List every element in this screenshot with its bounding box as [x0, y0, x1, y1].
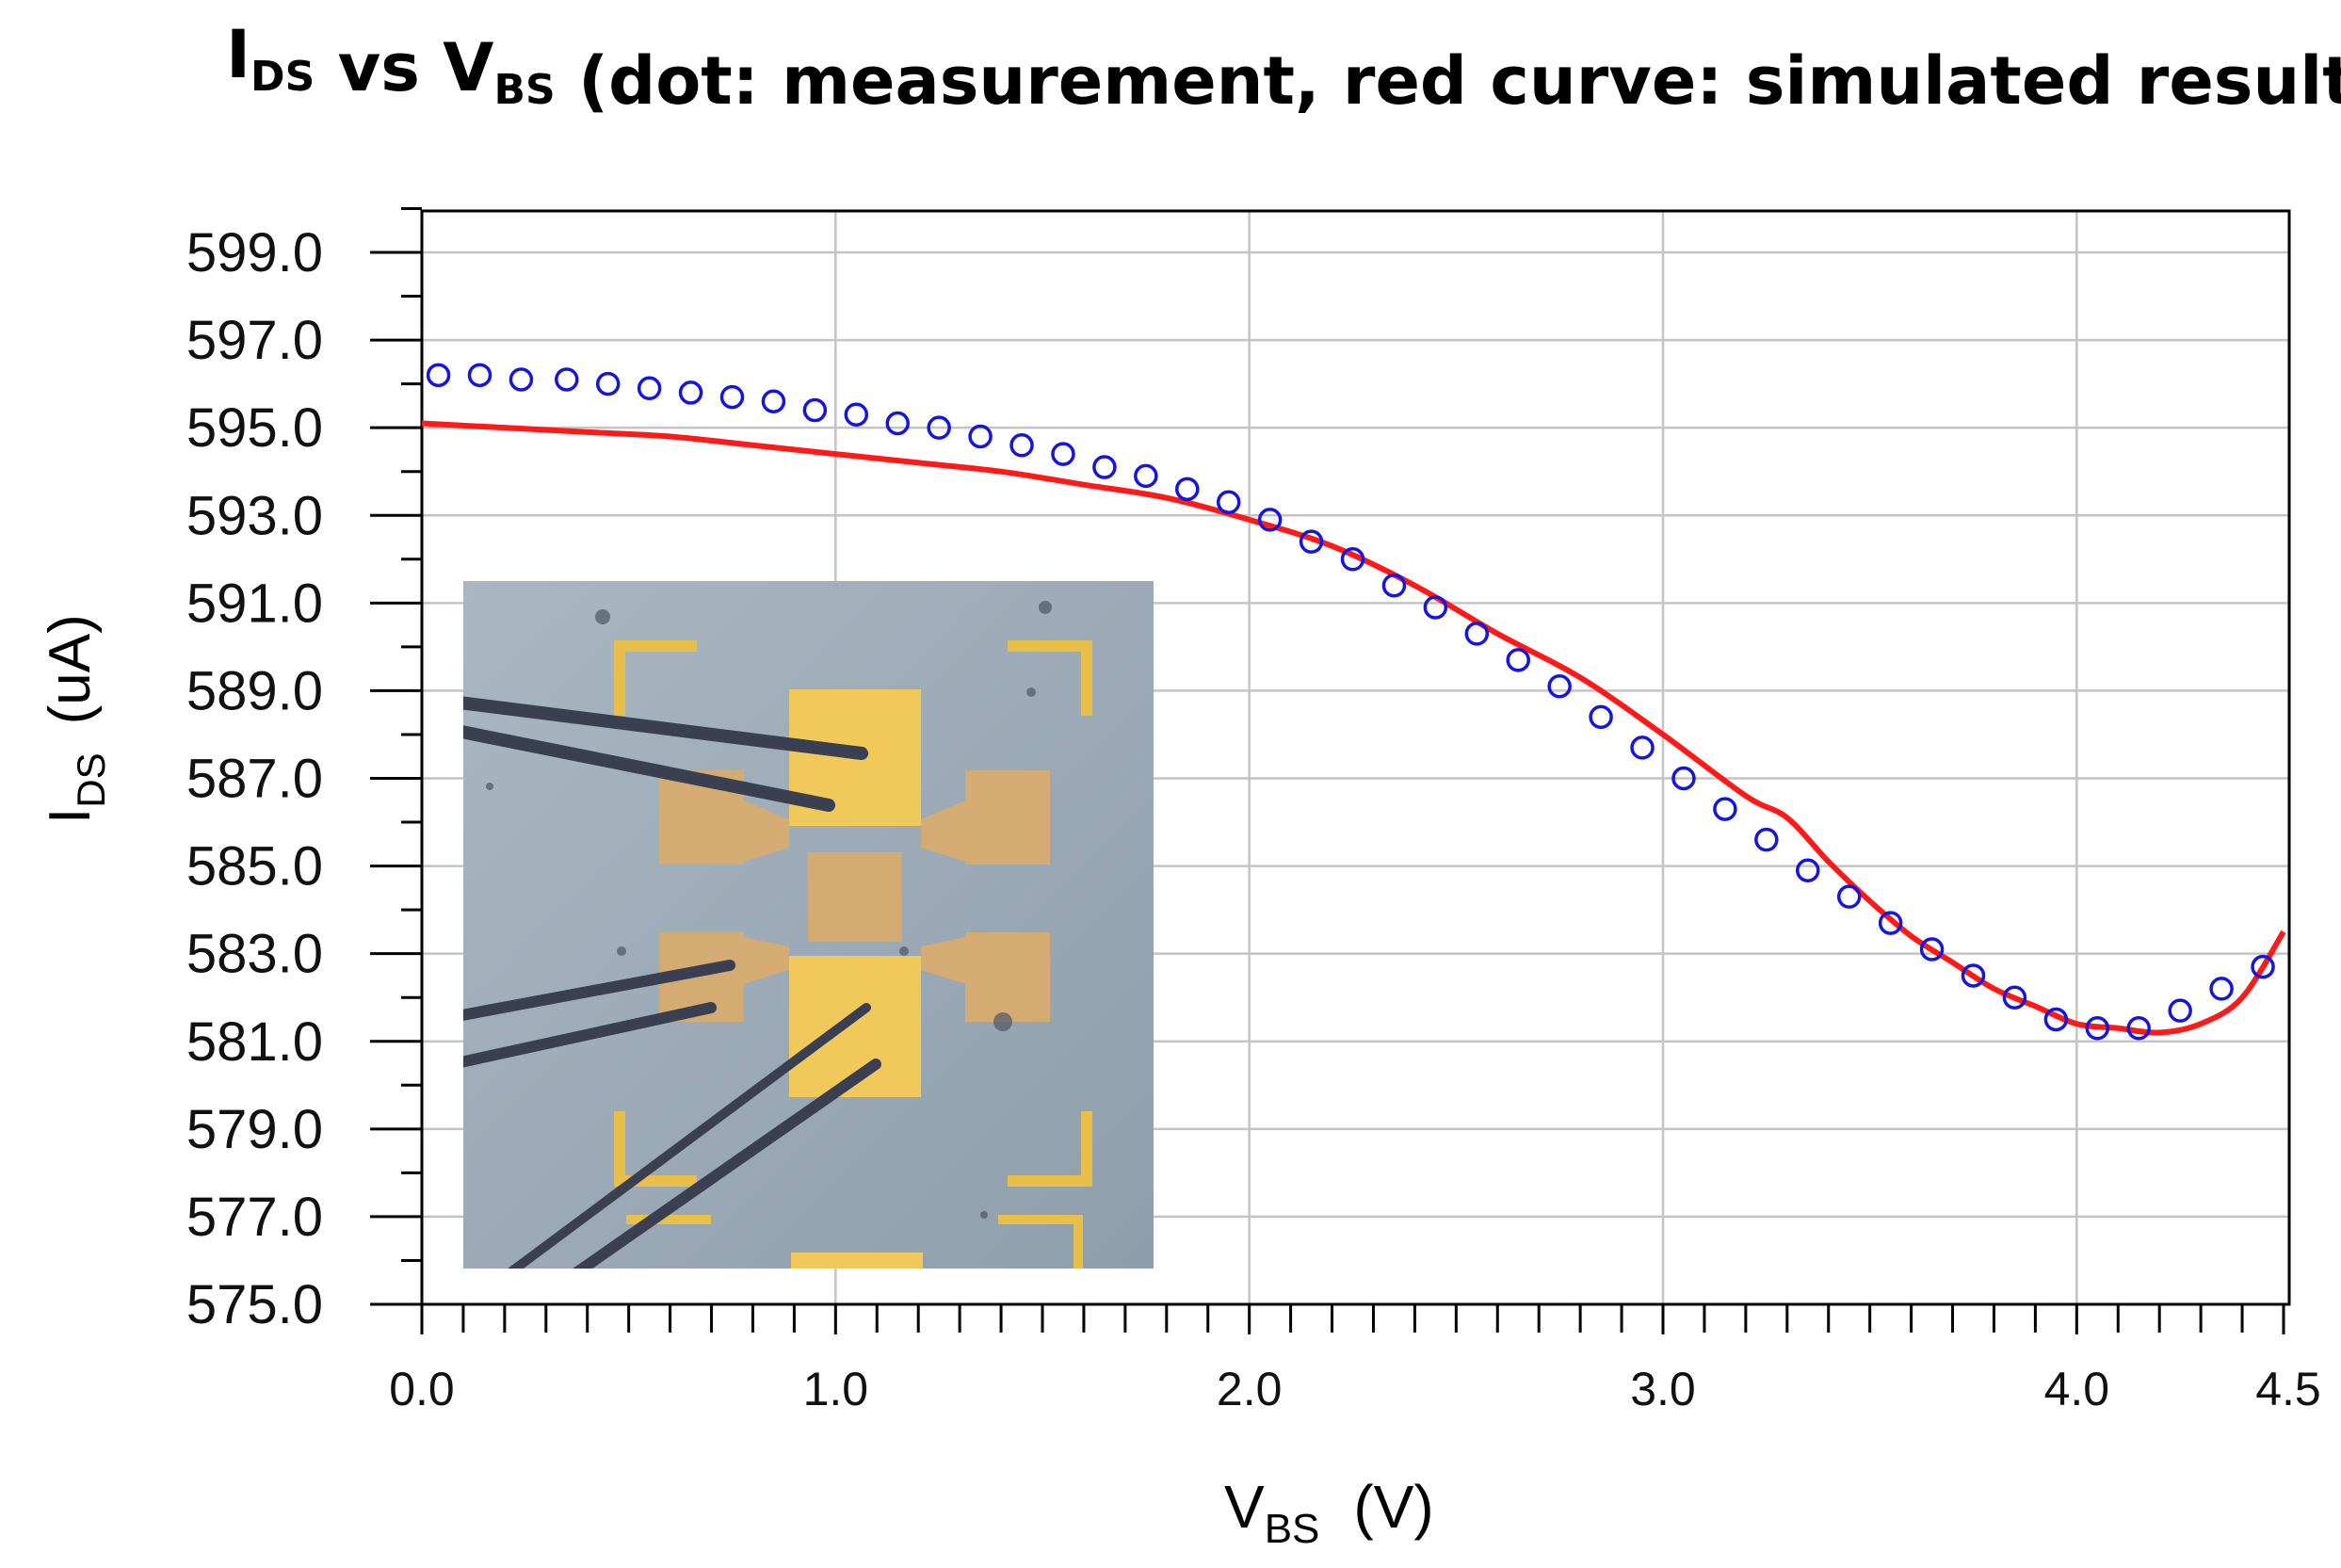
measurement-point [1919, 937, 1945, 962]
measurement-point [1381, 573, 1407, 598]
y-label-subscript: DS [69, 752, 113, 807]
measurement-point [1713, 797, 1737, 821]
measurement-point [968, 424, 993, 449]
measurement-point [719, 384, 745, 410]
y-tick-label: 595.0 [186, 397, 323, 459]
x-tick-label: 4.5 [2255, 1363, 2321, 1415]
measurement-point [2085, 1016, 2110, 1041]
measurement-point [1464, 622, 1490, 646]
measurement-point [555, 367, 579, 392]
x-label-unit: (V) [1353, 1473, 1433, 1541]
y-axis-label: IDS (uA) [38, 614, 113, 824]
device-micrograph-inset [463, 581, 1154, 1269]
measurement-point [1506, 648, 1530, 672]
title-subscript: BS [493, 66, 555, 114]
measurement-point [761, 389, 786, 413]
measurement-point [1836, 884, 1862, 909]
probe-needles [463, 696, 881, 1269]
measurement-point [1754, 827, 1779, 852]
y-tick-label: 577.0 [186, 1187, 323, 1248]
y-tick-label: 583.0 [186, 924, 323, 985]
x-tick-label: 4.0 [2044, 1363, 2110, 1415]
measurement-point [1423, 595, 1448, 620]
measurement-point [2209, 977, 2234, 1001]
y-axis-ticks: 575.0 577.0 579.0 581.0 583.0 585.0 587.0 589.0… [186, 206, 422, 1335]
measurement-point [2251, 954, 2275, 979]
y-tick-label: 597.0 [186, 310, 323, 371]
measurement-point [1009, 433, 1034, 458]
measurement-point [1340, 547, 1365, 572]
measurement-point [1175, 477, 1200, 502]
measurement-point [844, 402, 869, 427]
x-label-main: V [1224, 1473, 1265, 1541]
y-tick-label: 593.0 [186, 485, 323, 546]
measurement-point [1671, 766, 1696, 791]
measurement-point [1796, 858, 1820, 882]
measurement-point [885, 411, 910, 436]
y-tick-label: 579.0 [186, 1099, 323, 1160]
measurement-point [1630, 736, 1655, 760]
measurement-point [1589, 704, 1613, 730]
measurement-point [1547, 674, 1572, 699]
bond-pads [659, 689, 1050, 1269]
y-tick-label: 575.0 [186, 1274, 323, 1335]
simulated-curve-layer [421, 420, 2286, 1036]
measurement-point [1878, 911, 1903, 935]
x-axis-label: VBS (V) [1224, 1473, 1434, 1552]
x-tick-label: 1.0 [803, 1363, 869, 1415]
measurement-point [2043, 1007, 2069, 1032]
title-part: (dot: measurement, red curve: simulated … [556, 42, 2341, 120]
measurement-point [927, 415, 951, 440]
measurement-point [1961, 963, 1986, 988]
y-tick-label: 581.0 [186, 1011, 323, 1073]
x-label-subscript: BS [1265, 1506, 1320, 1552]
y-tick-label: 587.0 [186, 749, 323, 810]
measurement-point [1299, 529, 1324, 554]
measurement-point [2168, 998, 2192, 1023]
measurement-point [1051, 442, 1075, 466]
plot-frame [420, 209, 2291, 1306]
measurement-point [802, 397, 828, 423]
debris-specks [486, 601, 1052, 1219]
measurement-point [1216, 490, 1241, 515]
measurement-point [1134, 463, 1158, 489]
x-tick-label: 3.0 [1630, 1363, 1696, 1415]
measurement-point [426, 363, 451, 388]
measurement-point [678, 380, 703, 405]
y-label-unit: (uA) [38, 614, 103, 724]
y-tick-label: 585.0 [186, 836, 323, 897]
measurement-point [509, 367, 534, 392]
title-part: vs V [315, 29, 493, 106]
title-part: I [226, 16, 250, 93]
y-tick-label: 599.0 [186, 222, 323, 283]
measurement-points-layer [426, 363, 2275, 1041]
y-label-main: I [38, 808, 103, 824]
y-tick-label: 591.0 [186, 573, 323, 634]
measurement-point [595, 371, 621, 396]
measurement-point [637, 376, 662, 401]
measurement-point [2126, 1016, 2151, 1041]
measurement-point [467, 363, 492, 388]
measurement-point [2002, 985, 2027, 1010]
measurement-point [1257, 508, 1283, 532]
simulated-result-curve [421, 420, 2286, 1036]
x-axis-ticks: 0.0 1.0 2.0 3.0 4.0 4.5 [389, 1304, 2321, 1415]
alignment-marks [614, 640, 1092, 1269]
x-tick-label: 2.0 [1217, 1363, 1283, 1415]
chart-title: IDS vs VBS (dot: measurement, red curve:… [226, 16, 2341, 120]
title-subscript: DS [250, 53, 315, 101]
y-tick-label: 589.0 [186, 660, 323, 721]
x-tick-label: 0.0 [389, 1363, 455, 1415]
measurement-point [1092, 455, 1117, 479]
